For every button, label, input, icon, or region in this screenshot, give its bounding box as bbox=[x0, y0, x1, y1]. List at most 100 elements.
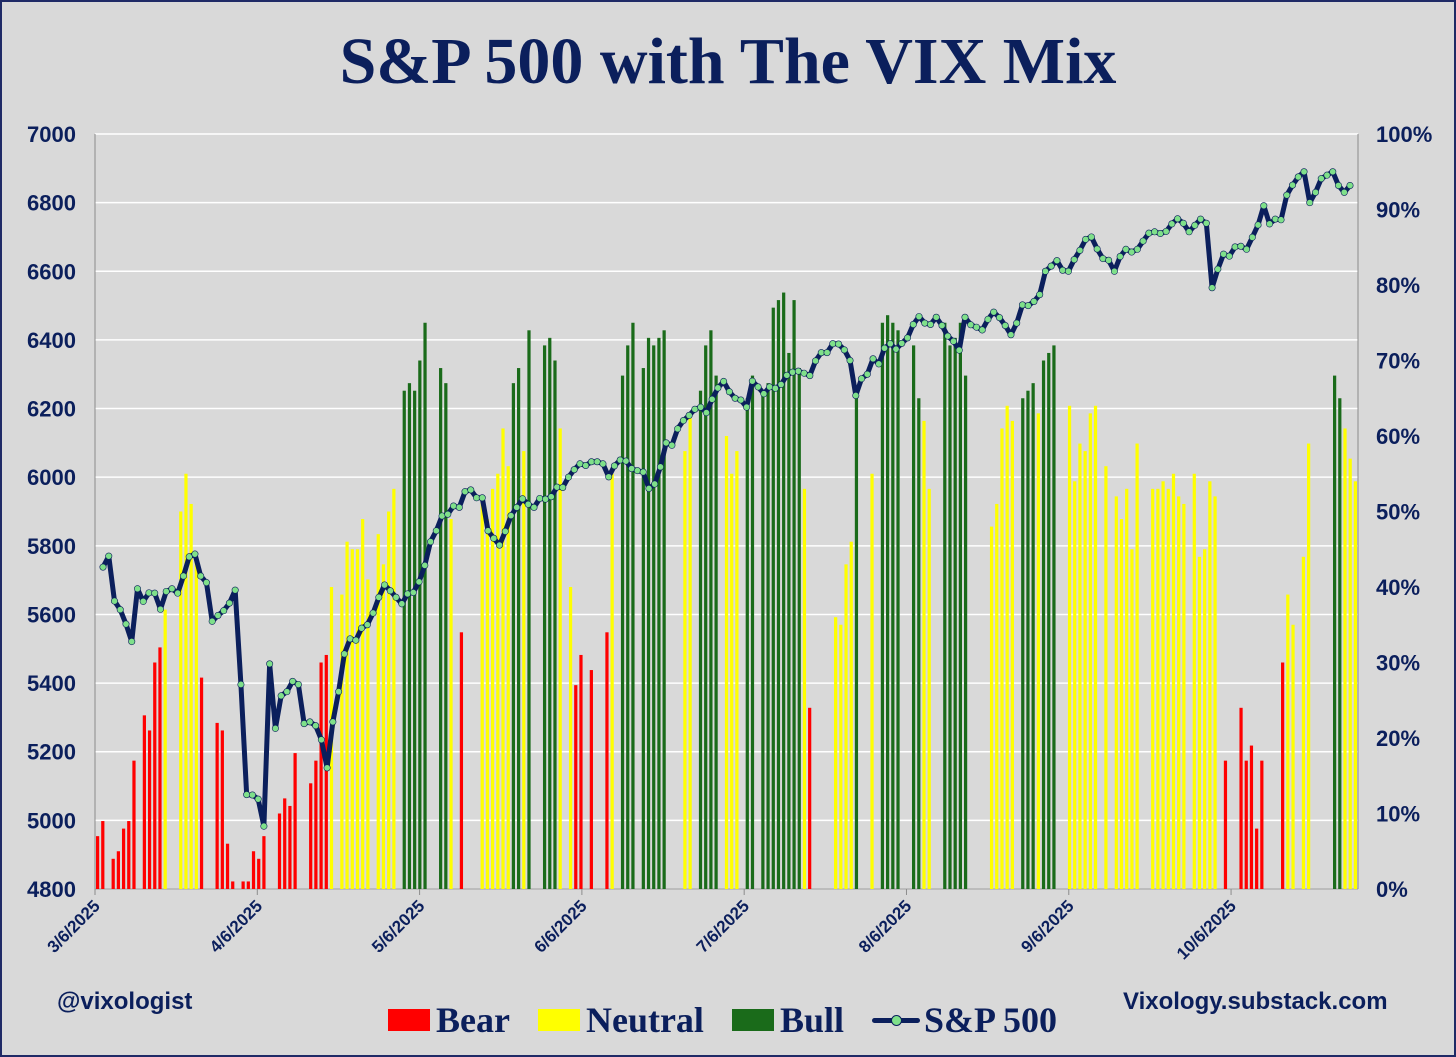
bar-bull bbox=[620, 375, 625, 890]
sp500-point bbox=[593, 458, 601, 466]
sp500-point bbox=[432, 527, 440, 535]
bar-neutral bbox=[496, 473, 500, 889]
sp500-point bbox=[467, 486, 475, 494]
sp500-point bbox=[1306, 199, 1314, 207]
sp500-point bbox=[697, 403, 705, 411]
bar-bear bbox=[257, 858, 261, 889]
sp500-point bbox=[995, 314, 1003, 322]
bar-bear bbox=[1260, 760, 1264, 889]
bar-bull bbox=[418, 360, 422, 889]
bar-neutral bbox=[735, 451, 739, 889]
author-handle: @vixologist bbox=[57, 988, 193, 1015]
sp500-point bbox=[789, 368, 797, 376]
sp500-point bbox=[972, 323, 980, 331]
sp500-point bbox=[1231, 243, 1239, 251]
bar-bull bbox=[714, 375, 718, 890]
bar-bear bbox=[459, 632, 464, 889]
bar-bull bbox=[1021, 398, 1025, 889]
bar-bear bbox=[1244, 760, 1248, 889]
left-axis-tick-label: 6600 bbox=[27, 259, 76, 284]
bar-bull bbox=[1026, 390, 1030, 889]
sp500-point bbox=[225, 599, 233, 607]
bar-bull bbox=[771, 307, 775, 889]
sp500-point bbox=[1030, 297, 1038, 305]
sp500-point bbox=[731, 394, 739, 402]
sp500-point bbox=[358, 624, 366, 632]
bar-neutral bbox=[844, 564, 848, 889]
right-axis-tick-label: 0% bbox=[1376, 877, 1408, 902]
sp500-point bbox=[1110, 267, 1118, 275]
sp500-point bbox=[1099, 255, 1107, 263]
left-axis-tick-label: 6800 bbox=[27, 191, 76, 216]
bar-neutral bbox=[1348, 458, 1352, 889]
chart-title: S&P 500 with The VIX Mix bbox=[339, 25, 1117, 98]
sp500-point bbox=[346, 635, 354, 643]
bar-neutral bbox=[1156, 488, 1160, 889]
bar-bull bbox=[704, 345, 708, 889]
bar-neutral bbox=[1213, 496, 1217, 889]
sp500-point bbox=[99, 563, 107, 571]
bar-bear bbox=[231, 881, 235, 889]
sp500-point bbox=[1266, 220, 1274, 228]
bar-bear bbox=[225, 843, 230, 889]
sp500-point bbox=[984, 315, 992, 323]
sp500-point bbox=[898, 339, 906, 347]
sp500-point bbox=[938, 321, 946, 329]
sp500-point bbox=[1116, 253, 1124, 261]
sp500-point bbox=[961, 313, 969, 321]
legend: Bear Neutral Bull S&P 500 bbox=[388, 998, 1085, 1042]
sp500-point bbox=[202, 579, 210, 587]
sp500-point bbox=[840, 346, 848, 354]
sp500-point bbox=[691, 405, 699, 413]
bar-bull bbox=[516, 368, 521, 889]
sp500-point bbox=[404, 590, 412, 598]
sp500-point bbox=[266, 660, 274, 668]
bar-neutral bbox=[1151, 488, 1155, 889]
sp500-point bbox=[507, 512, 515, 520]
sp500-point bbox=[651, 480, 659, 488]
bar-bull bbox=[413, 390, 417, 889]
sp500-point bbox=[576, 460, 584, 468]
bar-neutral bbox=[345, 541, 349, 889]
sp500-point bbox=[1214, 265, 1222, 273]
sp500-point bbox=[329, 718, 337, 726]
sp500-point bbox=[708, 395, 716, 403]
bar-neutral bbox=[361, 519, 365, 889]
bar-bear bbox=[1281, 662, 1285, 889]
bar-bear bbox=[288, 805, 292, 889]
bar-neutral bbox=[1073, 481, 1077, 889]
sp500-point bbox=[518, 495, 526, 503]
bar-bull bbox=[891, 322, 895, 889]
bar-bear bbox=[121, 828, 126, 889]
sp500-point bbox=[133, 585, 141, 593]
legend-item-bear: Bear bbox=[388, 999, 510, 1041]
left-axis-tick-label: 5000 bbox=[27, 808, 76, 833]
bar-neutral bbox=[1182, 503, 1186, 889]
sp500-point bbox=[455, 503, 463, 511]
sp500-point bbox=[645, 485, 653, 493]
bar-bear bbox=[158, 647, 162, 889]
bar-neutral bbox=[1088, 413, 1092, 889]
sp500-point bbox=[932, 313, 940, 321]
bar-bear bbox=[215, 722, 219, 889]
sp500-point bbox=[1162, 227, 1170, 235]
sp500-point bbox=[1139, 237, 1147, 245]
x-axis-tick-label: 5/6/2025 bbox=[368, 896, 428, 956]
sp500-point bbox=[1179, 219, 1187, 227]
legend-label-sp500: S&P 500 bbox=[923, 1000, 1057, 1040]
bar-bear bbox=[95, 836, 100, 889]
right-axis-tick-label: 80% bbox=[1376, 273, 1420, 298]
sp500-point bbox=[1133, 245, 1141, 253]
bar-neutral bbox=[1130, 549, 1134, 889]
bar-bull bbox=[709, 330, 713, 889]
sp500-point bbox=[605, 473, 613, 481]
bar-neutral bbox=[688, 413, 692, 889]
bar-bear bbox=[147, 730, 152, 889]
bar-bear bbox=[1239, 707, 1243, 889]
sp500-point bbox=[168, 585, 176, 593]
bar-neutral bbox=[485, 519, 490, 889]
bar-bull bbox=[792, 300, 796, 890]
bar-neutral bbox=[802, 488, 807, 889]
bar-neutral bbox=[839, 624, 843, 889]
sp500-point bbox=[1151, 228, 1159, 236]
